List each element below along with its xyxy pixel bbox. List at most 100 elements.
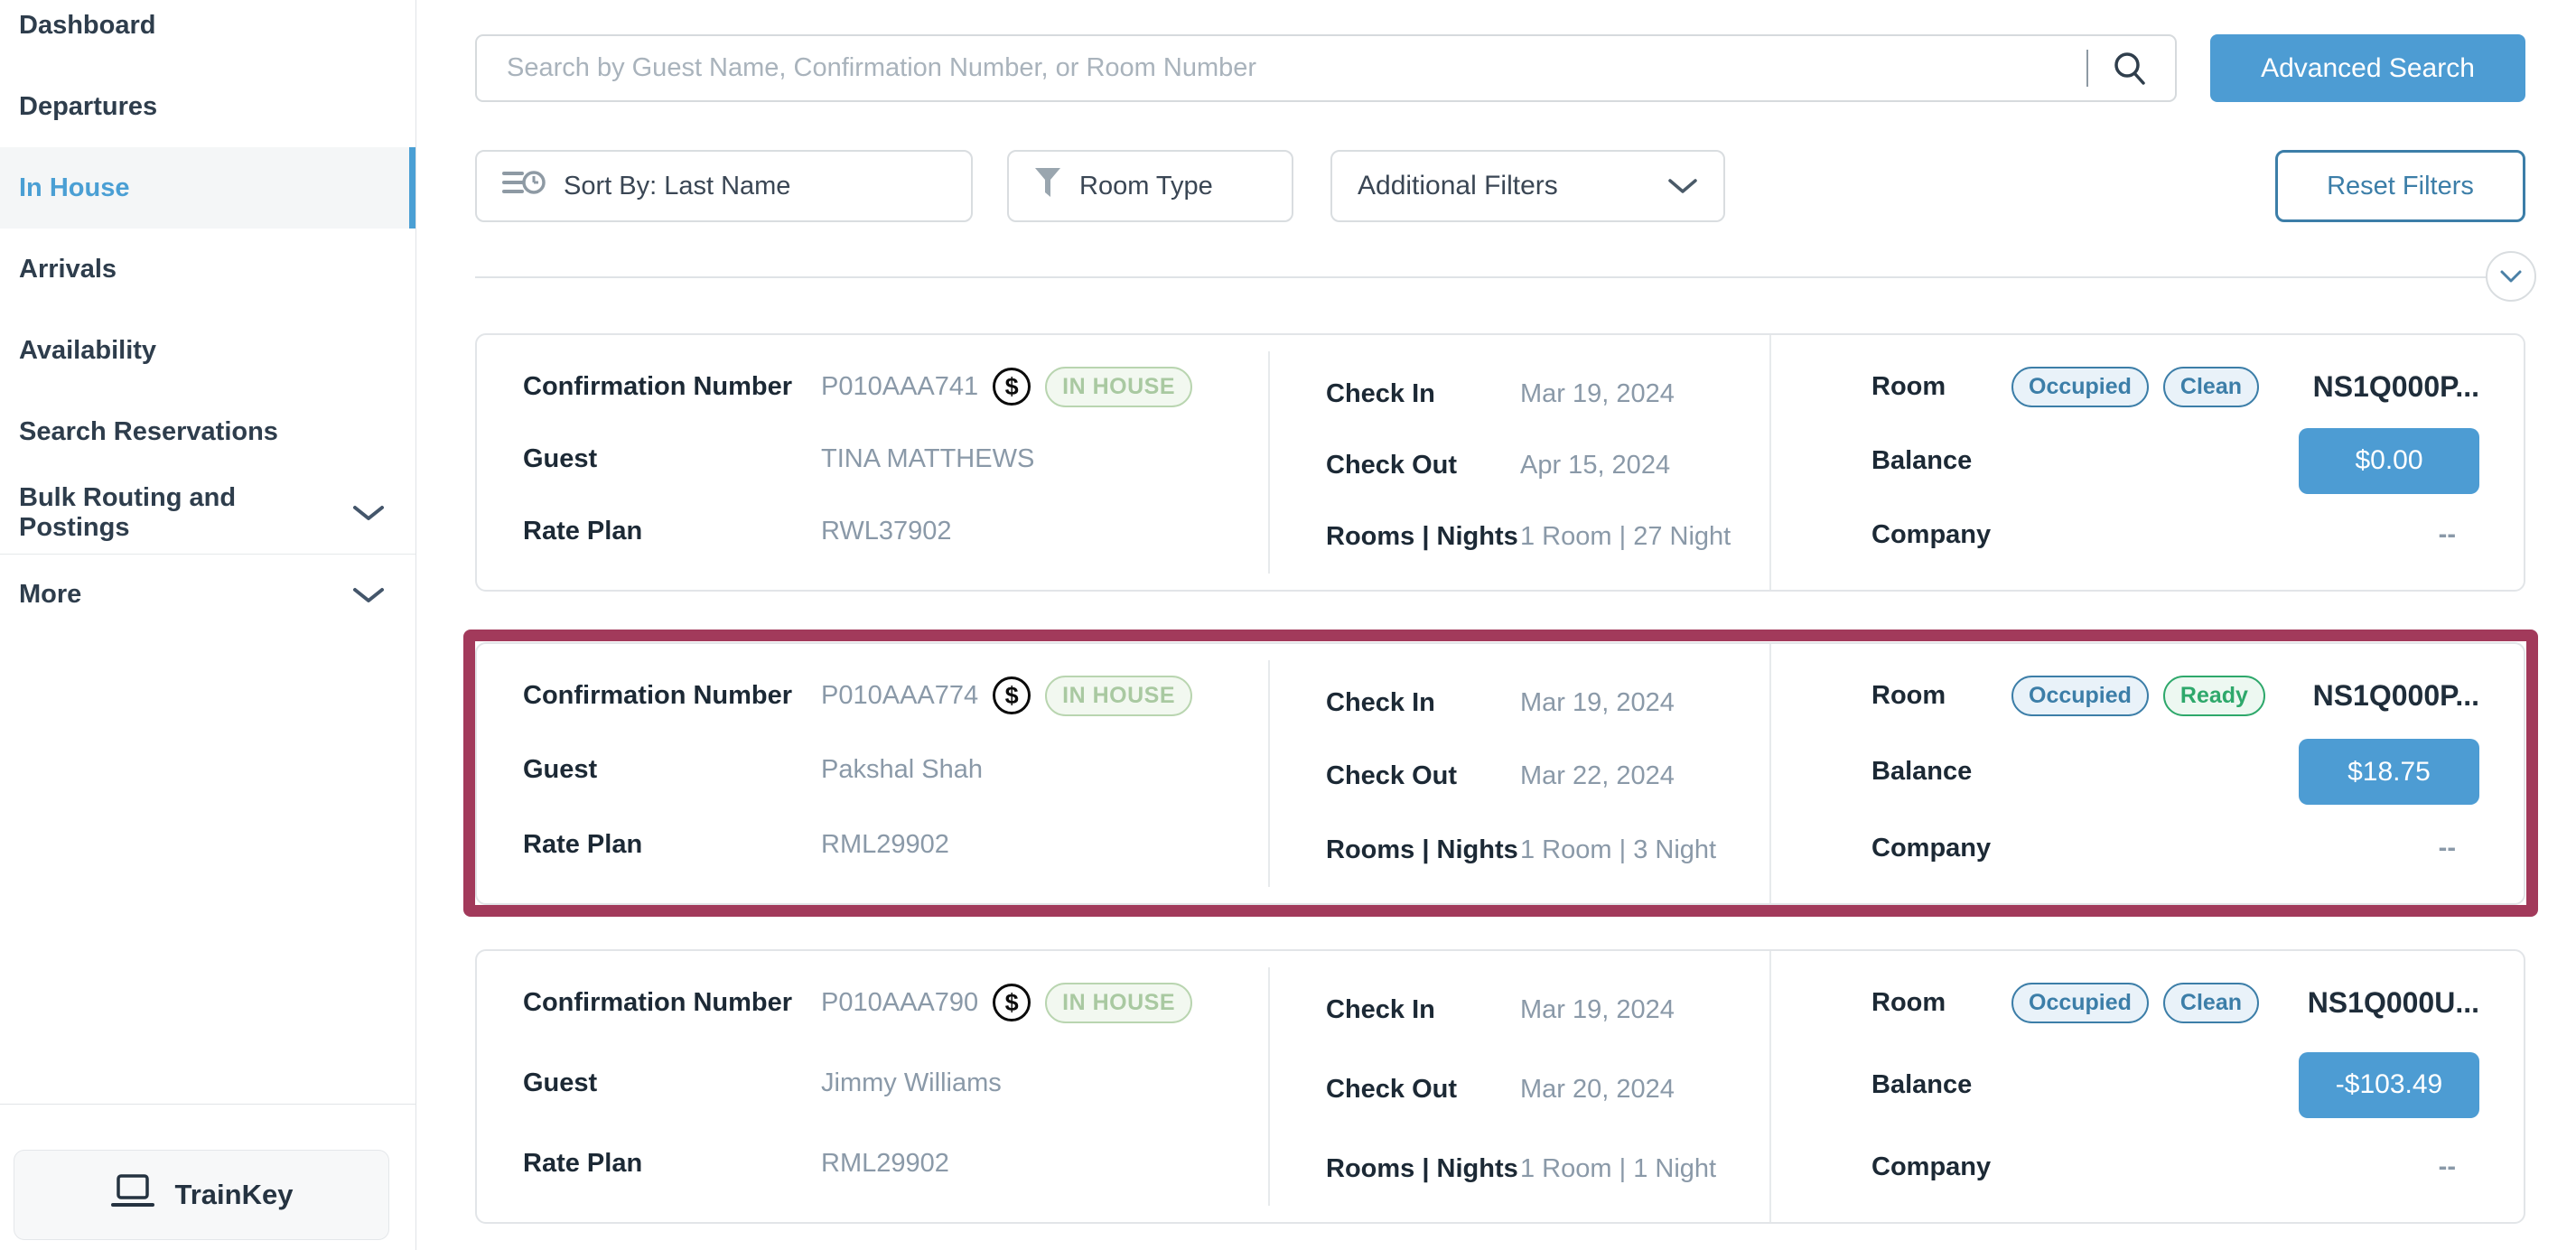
active-indicator [409,147,415,229]
housekeeping-badge: Clean [2162,982,2260,1023]
dollar-icon: $ [993,368,1031,406]
status-badge: IN HOUSE [1045,982,1193,1023]
balance-label: Balance [1871,757,1973,786]
check-in-label: Check In [1326,687,1435,717]
check-out-label: Check Out [1326,1074,1458,1104]
sidebar-item-label: Search Reservations [19,416,278,446]
room-number: NS1Q000P... [2312,369,2479,403]
guest-label: Guest [523,443,598,473]
dollar-icon: $ [993,676,1031,714]
confirmation-value: P010AAA741 [821,371,979,401]
confirmation-value: P010AAA774 [821,680,979,710]
check-out-value: Mar 20, 2024 [1520,1074,1675,1104]
list-divider [475,276,2497,278]
sidebar-item-availability[interactable]: Availability [0,310,415,391]
card-identity-column: Confirmation Number P010AAA790 $ IN HOUS… [477,951,1268,1222]
check-in-label: Check In [1326,378,1435,408]
chevron-down-icon [352,586,385,604]
occupancy-badge: Occupied [2011,675,2149,716]
check-out-label: Check Out [1326,761,1458,790]
balance-label: Balance [1871,445,1973,475]
search-icon[interactable] [2108,47,2151,90]
confirmation-value: P010AAA790 [821,987,979,1017]
card-room-column: Room Occupied Clean NS1Q000U... Balance … [1769,951,2524,1222]
card-room-column: Room Occupied Clean NS1Q000P... Balance … [1769,335,2524,590]
balance-button[interactable]: -$103.49 [2299,1051,2479,1118]
rooms-nights-value: 1 Room | 27 Night [1520,521,1731,551]
reservation-card-selected[interactable]: Confirmation Number P010AAA774 $ IN HOUS… [475,642,2525,905]
room-label: Room [1871,680,1946,710]
sidebar-item-in-house[interactable]: In House [0,147,415,229]
rooms-nights-value: 1 Room | 3 Night [1520,835,1717,864]
additional-filters-label: Additional Filters [1358,171,1558,201]
room-number: NS1Q000P... [2312,678,2479,712]
search-input[interactable] [475,34,2177,102]
search-divider [2086,50,2088,87]
company-value: -- [2438,833,2456,863]
dollar-icon: $ [993,984,1031,1021]
sort-by-label: Sort By: Last Name [564,171,791,201]
room-type-button[interactable]: Room Type [1007,150,1293,222]
collapse-chevron-button[interactable] [2486,251,2536,302]
rate-plan-value: RWL37902 [821,516,952,546]
sidebar-item-more[interactable]: More [0,554,415,635]
guest-value: Jimmy Williams [821,1068,1002,1097]
check-in-value: Mar 19, 2024 [1520,994,1675,1024]
reservation-card[interactable]: Confirmation Number P010AAA741 $ IN HOUS… [475,333,2525,592]
rate-plan-label: Rate Plan [523,829,643,859]
sidebar-item-departures[interactable]: Departures [0,66,415,147]
additional-filters-button[interactable]: Additional Filters [1330,150,1725,222]
confirmation-label: Confirmation Number [523,680,793,710]
sidebar-item-dashboard[interactable]: Dashboard [0,0,415,66]
advanced-search-button[interactable]: Advanced Search [2210,34,2525,102]
check-out-label: Check Out [1326,450,1458,480]
sidebar-item-label: In House [19,173,130,202]
trainkey-label: TrainKey [174,1179,294,1210]
status-badge: IN HOUSE [1045,366,1193,407]
room-label: Room [1871,987,1946,1017]
sidebar-item-arrivals[interactable]: Arrivals [0,229,415,310]
occupancy-badge: Occupied [2011,982,2149,1023]
sidebar-item-search-reservations[interactable]: Search Reservations [0,391,415,472]
sort-by-button[interactable]: Sort By: Last Name [475,150,973,222]
rooms-nights-label: Rooms | Nights [1326,1153,1518,1183]
trainkey-button[interactable]: TrainKey [14,1150,389,1240]
card-identity-column: Confirmation Number P010AAA741 $ IN HOUS… [477,335,1268,590]
sidebar-footer-divider [0,1104,416,1105]
card-dates-column: Check In Mar 19, 2024 Check Out Apr 15, … [1268,351,1769,574]
check-out-value: Apr 15, 2024 [1520,450,1671,480]
housekeeping-badge: Ready [2162,675,2265,716]
check-in-value: Mar 19, 2024 [1520,687,1675,717]
sidebar-item-label: Departures [19,91,158,121]
card-room-column: Room Occupied Ready NS1Q000P... Balance … [1769,644,2524,903]
reservation-card[interactable]: Confirmation Number P010AAA790 $ IN HOUS… [475,949,2525,1224]
card-dates-column: Check In Mar 19, 2024 Check Out Mar 20, … [1268,967,1769,1206]
rate-plan-label: Rate Plan [523,1148,643,1178]
guest-label: Guest [523,1068,598,1097]
room-number: NS1Q000U... [2307,985,2479,1019]
reset-filters-button[interactable]: Reset Filters [2275,150,2525,222]
search-bar [475,34,2177,102]
confirmation-label: Confirmation Number [523,987,793,1017]
balance-button[interactable]: $18.75 [2299,739,2479,805]
sidebar-item-label: Availability [19,335,157,365]
check-out-value: Mar 22, 2024 [1520,761,1675,790]
rooms-nights-value: 1 Room | 1 Night [1520,1153,1717,1183]
guest-value: Pakshal Shah [821,755,983,784]
sidebar-nav: Dashboard Departures In House Arrivals A… [0,0,415,635]
sidebar-item-label: Bulk Routing and Postings [19,483,237,542]
card-dates-column: Check In Mar 19, 2024 Check Out Mar 22, … [1268,660,1769,887]
sidebar-item-label: Dashboard [19,10,156,40]
company-label: Company [1871,1152,1992,1181]
guest-label: Guest [523,755,598,784]
balance-label: Balance [1871,1069,1973,1099]
confirmation-label: Confirmation Number [523,371,793,401]
chevron-down-icon [352,504,385,522]
company-label: Company [1871,519,1992,549]
rate-plan-value: RML29902 [821,829,949,859]
balance-button[interactable]: $0.00 [2299,427,2479,494]
sidebar-item-bulk-routing[interactable]: Bulk Routing and Postings [0,472,415,554]
sort-icon [502,166,546,206]
status-badge: IN HOUSE [1045,675,1193,716]
room-type-label: Room Type [1079,171,1213,201]
